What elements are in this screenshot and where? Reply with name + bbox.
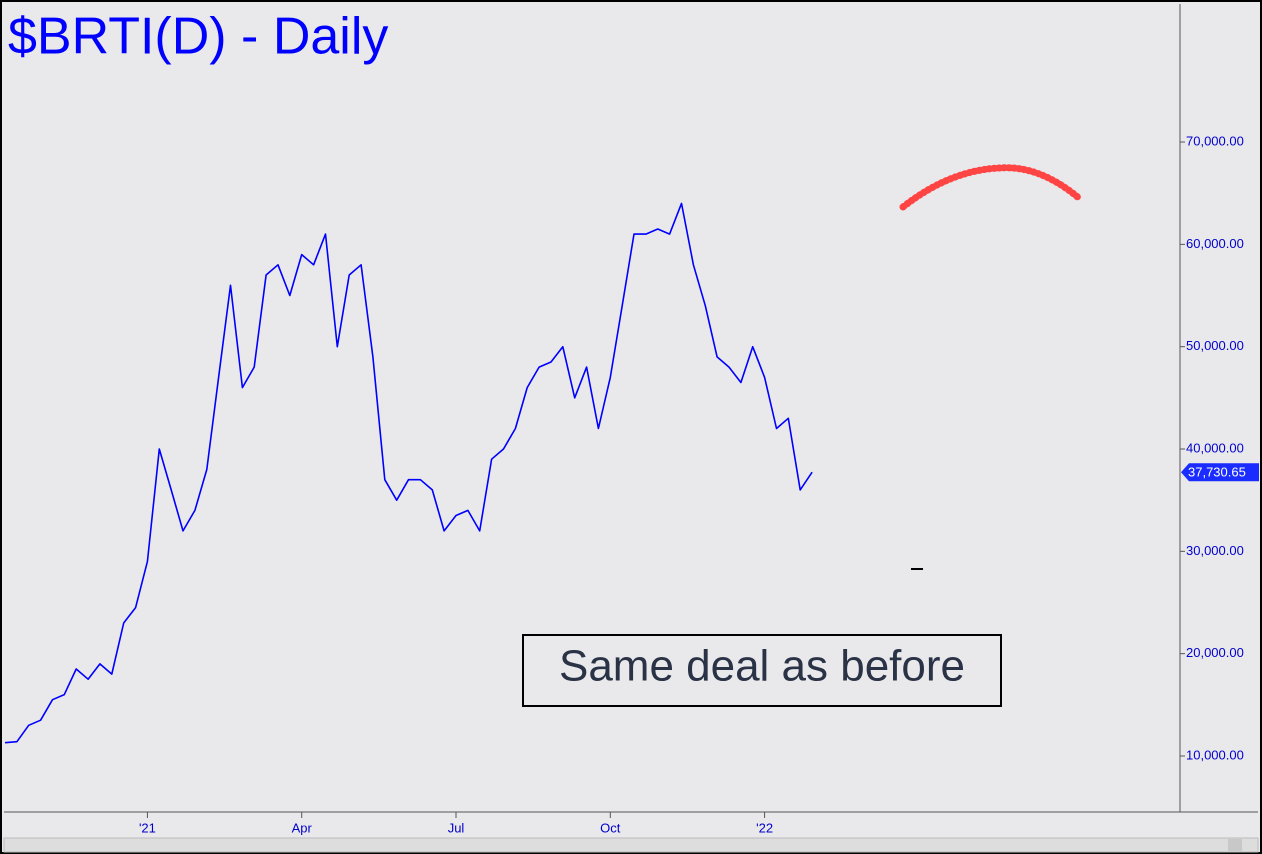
last-price-label: 37,730.65 xyxy=(1188,465,1246,480)
scroll-thumb xyxy=(1228,839,1242,851)
last-price-tag xyxy=(1181,463,1259,482)
x-tick-label: Apr xyxy=(292,820,313,835)
y-tick-label: 20,000.00 xyxy=(1186,645,1244,660)
projection-arc xyxy=(899,164,1084,211)
y-tick-label: 30,000.00 xyxy=(1186,543,1244,558)
x-tick-label: '22 xyxy=(756,820,773,835)
y-tick-label: 60,000.00 xyxy=(1186,236,1244,251)
x-tick-label: '21 xyxy=(139,820,156,835)
price-line xyxy=(4,202,813,744)
y-tick-label: 40,000.00 xyxy=(1186,440,1244,455)
y-tick-label: 10,000.00 xyxy=(1186,747,1244,762)
y-tick-label: 50,000.00 xyxy=(1186,338,1244,353)
annotation-box xyxy=(522,634,1002,707)
x-tick-label: Jul xyxy=(448,820,465,835)
annotation: Same deal as before xyxy=(559,642,965,691)
x-tick-label: Oct xyxy=(600,820,621,835)
scrollbar xyxy=(3,837,1259,853)
y-tick-label: 70,000.00 xyxy=(1186,133,1244,148)
chart-title: $BRTI(D) - Daily xyxy=(8,8,388,66)
